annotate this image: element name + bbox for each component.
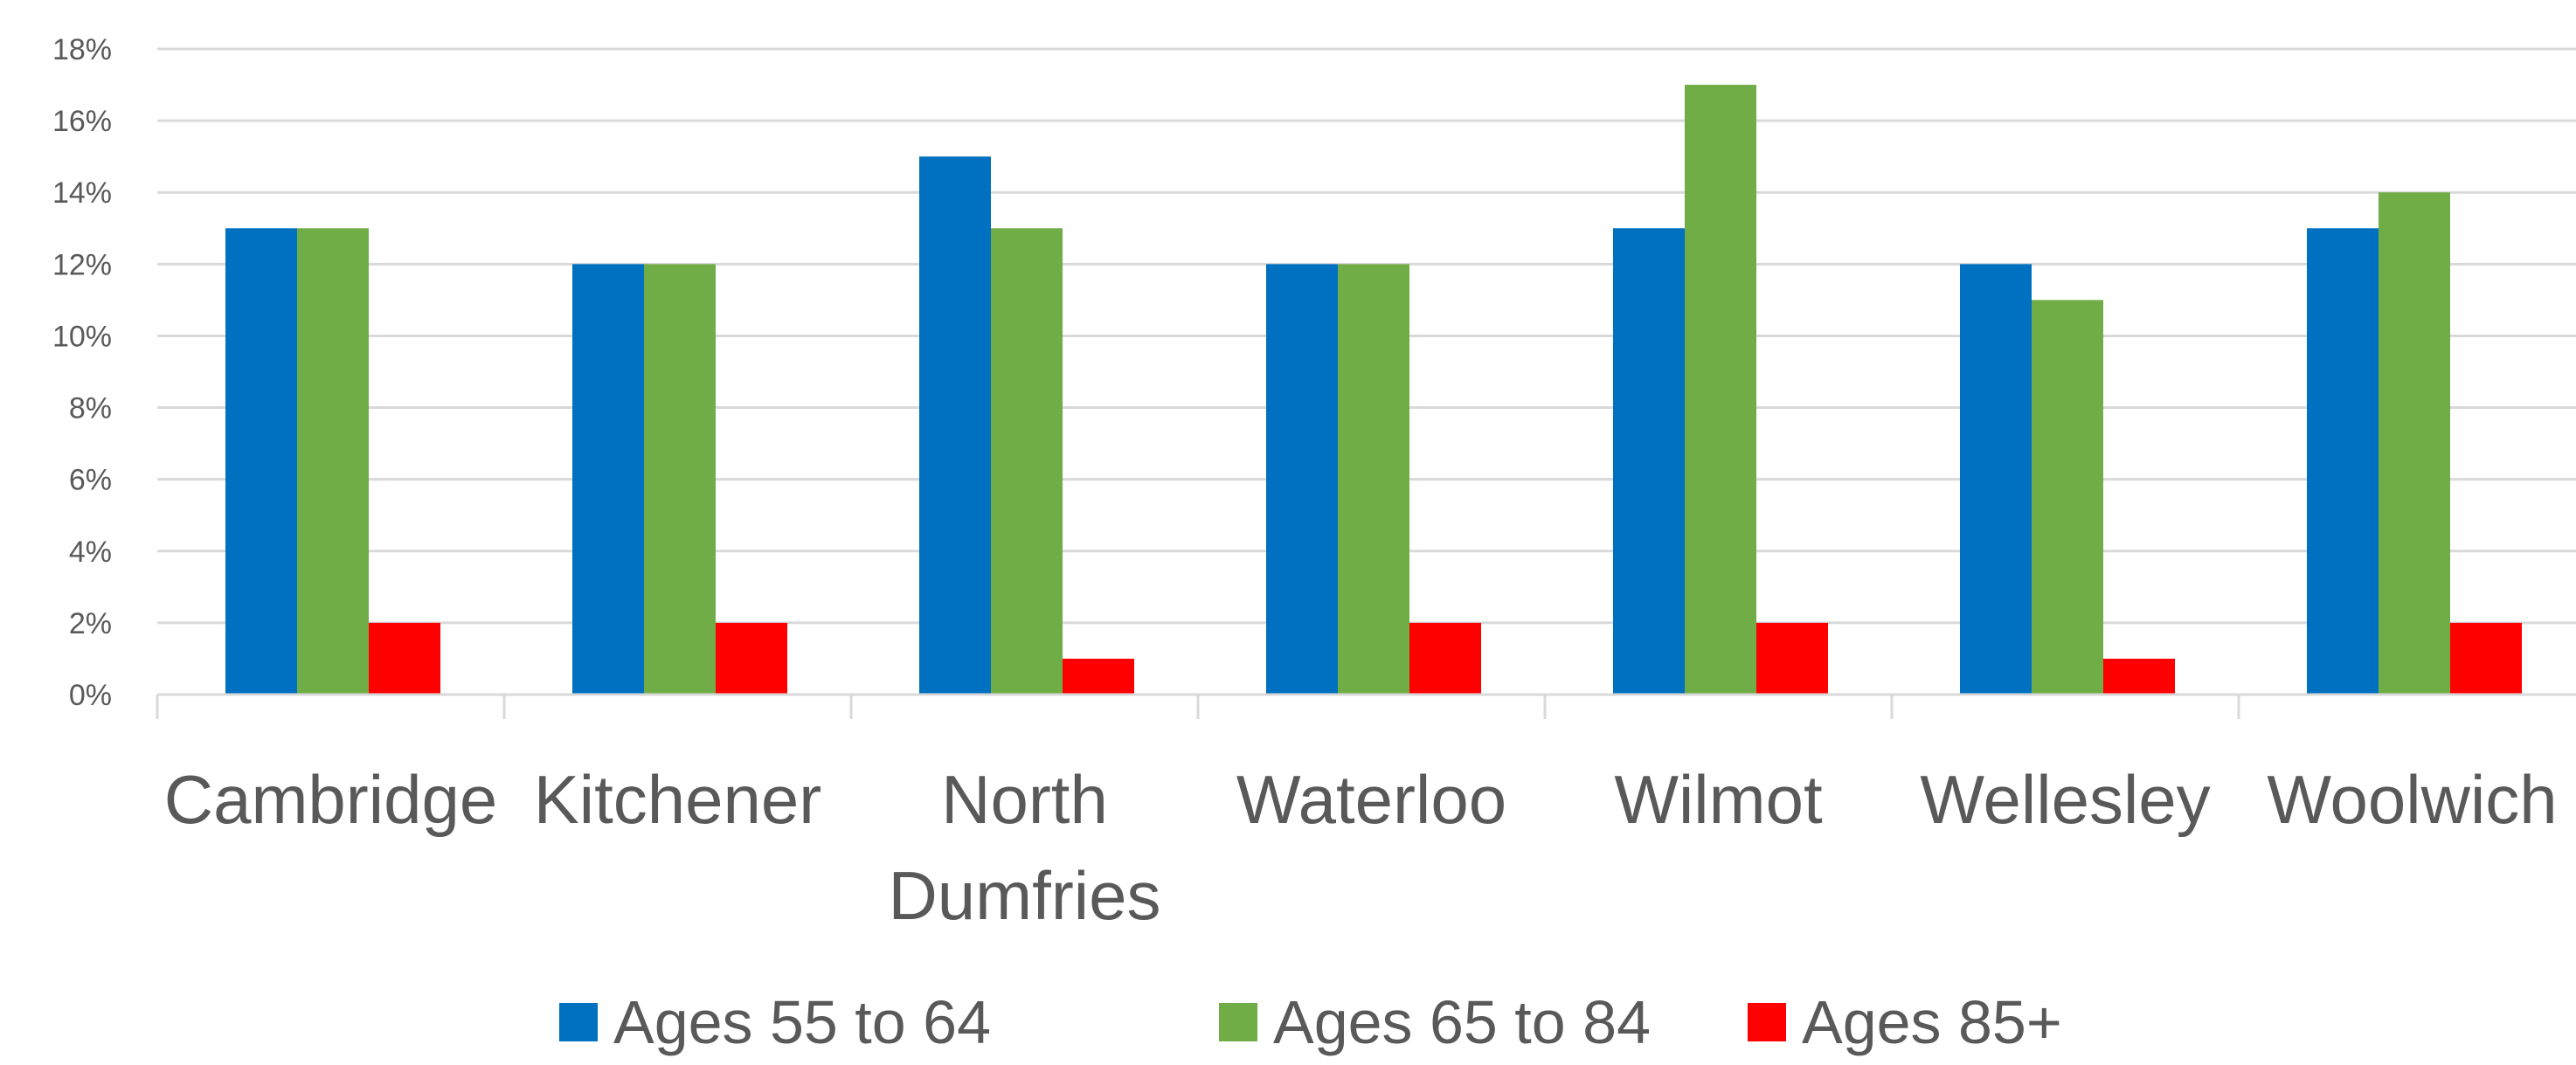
x-category-label: North Dumfries <box>888 761 1160 934</box>
bar-ages-65-to-84-3 <box>1338 264 1409 695</box>
bar-ages-85--5 <box>2103 658 2175 695</box>
y-tick-label: 16% <box>52 105 112 138</box>
bar-ages-65-to-84-6 <box>2379 192 2450 695</box>
x-category-label: Wilmot <box>1614 761 1823 838</box>
legend-item-1: Ages 65 to 84 <box>1219 988 1651 1056</box>
bar-ages-85--4 <box>1756 622 1828 695</box>
legend-label: Ages 85+ <box>1802 988 2062 1056</box>
y-tick-label: 2% <box>69 607 112 640</box>
legend-item-2: Ages 85+ <box>1748 988 2062 1056</box>
bar-ages-85--0 <box>369 622 440 695</box>
y-tick-label: 4% <box>69 536 112 569</box>
bar-ages-65-to-84-4 <box>1685 85 1756 695</box>
legend-swatch <box>1748 1003 1786 1041</box>
bar-ages-65-to-84-5 <box>2032 300 2103 695</box>
bar-ages-55-to-64-1 <box>572 264 644 695</box>
y-tick-label: 18% <box>52 33 112 66</box>
y-tick-label: 12% <box>52 248 112 281</box>
legend-label: Ages 65 to 84 <box>1273 988 1651 1056</box>
bar-ages-55-to-64-3 <box>1266 264 1338 695</box>
bar-ages-85--1 <box>716 622 787 695</box>
bar-ages-55-to-64-6 <box>2307 228 2379 695</box>
legend-label: Ages 55 to 64 <box>613 988 991 1056</box>
bar-ages-85--2 <box>1063 658 1134 695</box>
x-category-label: Waterloo <box>1236 761 1506 838</box>
x-category-label: Kitchener <box>534 761 822 838</box>
y-axis-ticks: 0% 2% 4% 6% 8% 10% 12% 14% 16% 18% <box>52 33 112 712</box>
x-category-label: Wellesley <box>1920 761 2210 838</box>
bar-ages-65-to-84-2 <box>991 228 1063 695</box>
x-axis-labels: Cambridge Kitchener North Dumfries Waterloo W… <box>164 761 2558 934</box>
bar-ages-55-to-64-4 <box>1613 228 1685 695</box>
bar-ages-55-to-64-0 <box>225 228 297 695</box>
y-tick-label: 10% <box>52 320 112 353</box>
y-tick-label: 8% <box>69 392 112 425</box>
legend-swatch <box>559 1003 598 1041</box>
bar-ages-65-to-84-0 <box>297 228 369 695</box>
y-tick-label: 6% <box>69 464 112 497</box>
bars <box>225 85 2522 695</box>
x-axis <box>156 693 2576 719</box>
legend: Ages 55 to 64 Ages 65 to 84 Ages 85+ <box>559 988 2062 1056</box>
x-category-label: Woolwich <box>2267 761 2557 838</box>
legend-item-0: Ages 55 to 64 <box>559 988 991 1056</box>
y-tick-label: 14% <box>52 176 112 210</box>
y-tick-label: 0% <box>69 679 112 712</box>
legend-swatch <box>1219 1003 1257 1041</box>
bar-ages-55-to-64-2 <box>919 156 991 695</box>
bar-ages-65-to-84-1 <box>644 264 716 695</box>
bar-ages-85--3 <box>1409 622 1481 695</box>
bar-ages-85--6 <box>2450 622 2522 695</box>
bar-ages-55-to-64-5 <box>1960 264 2032 695</box>
x-category-label: Cambridge <box>164 761 498 838</box>
